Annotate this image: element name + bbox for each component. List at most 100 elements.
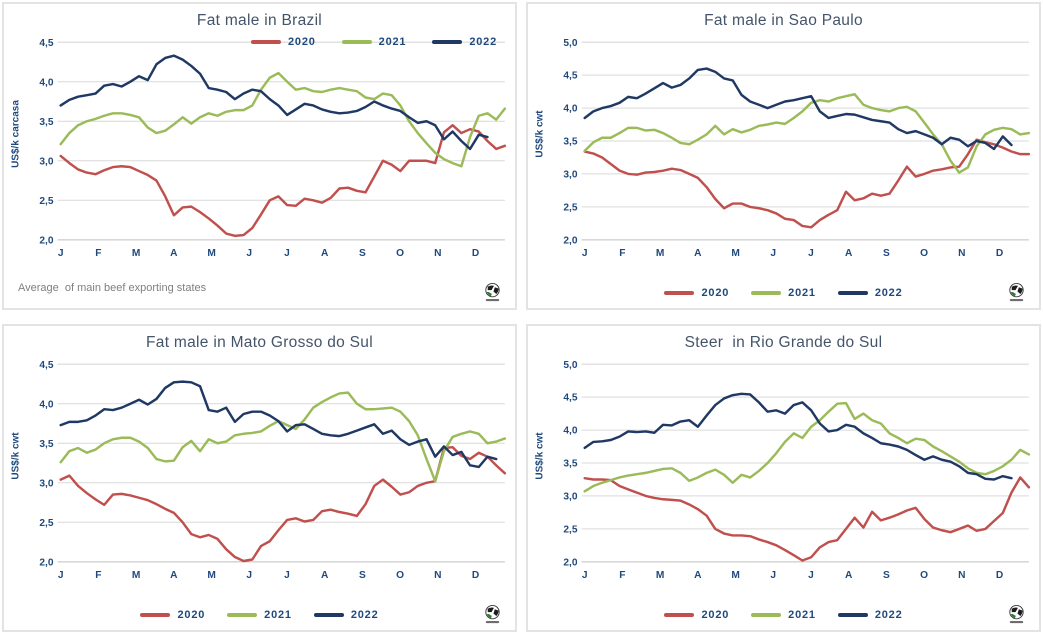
svg-text:J: J bbox=[284, 248, 290, 259]
legend-line-swatch-icon bbox=[837, 613, 868, 617]
svg-text:O: O bbox=[920, 248, 928, 259]
svg-text:2,5: 2,5 bbox=[39, 196, 53, 207]
legend-label: 2020 bbox=[177, 609, 206, 621]
svg-text:D: D bbox=[996, 570, 1003, 581]
svg-text:5,0: 5,0 bbox=[563, 38, 577, 49]
legend-item-2022: 2022 bbox=[313, 609, 379, 621]
svg-text:A: A bbox=[321, 570, 329, 581]
legend-item-2020: 2020 bbox=[664, 287, 729, 299]
plot-area: 5,0 4,5 4,0 3,5 3,0 2,5 2,0 J F M A M J J A S O N D bbox=[548, 354, 1035, 586]
legend-item-2021: 2021 bbox=[227, 609, 292, 621]
legend-line-swatch-icon bbox=[751, 291, 782, 295]
legend-line-swatch-icon bbox=[432, 40, 463, 44]
legend-label: 2020 bbox=[701, 609, 730, 621]
legend-line-swatch-icon bbox=[140, 613, 171, 617]
chart-title: Fat male in Brazil bbox=[196, 12, 323, 29]
svg-text:F: F bbox=[95, 570, 101, 581]
svg-text:J: J bbox=[582, 248, 588, 259]
globe-logo bbox=[485, 604, 500, 624]
svg-text:O: O bbox=[396, 570, 404, 581]
legend-line-swatch-icon bbox=[341, 40, 372, 44]
chart-panel-rio-grande: Steer in Rio Grande do Sul US$/k cwt 5,0… bbox=[526, 324, 1041, 632]
legend-line-swatch-icon bbox=[250, 40, 281, 44]
svg-text:A: A bbox=[694, 570, 702, 581]
svg-text:J: J bbox=[284, 570, 290, 581]
chart-title: Fat male in Sao Paulo bbox=[704, 12, 863, 29]
svg-text:J: J bbox=[770, 570, 776, 581]
svg-text:A: A bbox=[170, 248, 178, 259]
svg-text:M: M bbox=[207, 248, 215, 259]
legend-line-swatch-icon bbox=[227, 613, 258, 617]
legend-item-2021: 2021 bbox=[751, 287, 816, 299]
svg-text:2,5: 2,5 bbox=[563, 202, 577, 213]
svg-text:D: D bbox=[996, 248, 1003, 259]
svg-text:4,0: 4,0 bbox=[39, 77, 53, 88]
svg-text:2,5: 2,5 bbox=[563, 524, 577, 535]
chart-panel-brazil: Fat male in Brazil US$/k carcasa 4,5 4,0 3… bbox=[2, 2, 517, 310]
legend-item-2021: 2021 bbox=[751, 609, 816, 621]
svg-text:M: M bbox=[132, 248, 140, 259]
globe-logo bbox=[1009, 282, 1024, 302]
chart-title: Steer in Rio Grande do Sul bbox=[684, 334, 883, 351]
legend-item-2020: 2020 bbox=[140, 609, 205, 621]
legend-label: 2022 bbox=[874, 287, 903, 299]
svg-text:M: M bbox=[656, 248, 664, 259]
svg-text:S: S bbox=[359, 248, 366, 259]
plot-area: 4,5 4,0 3,5 3,0 2,5 2,0 J F M A M J J A S O N D bbox=[24, 354, 511, 586]
chart-footer: 2020 2021 2022 bbox=[528, 600, 1039, 630]
svg-text:A: A bbox=[694, 248, 702, 259]
chart-canvas-sao-paulo: 5,0 4,5 4,0 3,5 3,0 2,5 2,0 J F M A M J J A S O N D bbox=[563, 38, 1031, 259]
svg-text:2,5: 2,5 bbox=[39, 518, 53, 529]
svg-text:4,0: 4,0 bbox=[563, 426, 577, 437]
svg-text:M: M bbox=[731, 570, 739, 581]
chart-area: US$/k carcasa 4,5 4,0 3,5 3,0 2,5 2,0 J F M A M J J A… bbox=[4, 30, 515, 264]
svg-text:O: O bbox=[920, 570, 928, 581]
chart-panel-sao-paulo: Fat male in Sao Paulo US$/k cwt 5,0 4,5 4,… bbox=[526, 2, 1041, 310]
svg-text:2,0: 2,0 bbox=[39, 557, 53, 568]
svg-text:3,0: 3,0 bbox=[39, 478, 53, 489]
chart-footer: 2020 2021 2022 bbox=[4, 600, 515, 630]
svg-text:M: M bbox=[656, 570, 664, 581]
chart-legend: 2020 2021 2022 bbox=[664, 609, 902, 621]
y-axis-label: US$/k cwt bbox=[10, 432, 22, 480]
svg-text:J: J bbox=[246, 248, 252, 259]
chart-area: US$/k cwt 4,5 4,0 3,5 3,0 2,5 2,0 J F M A M J J A S O N D bbox=[4, 352, 515, 586]
legend-label: 2020 bbox=[701, 287, 730, 299]
footnote: Average of main beef exporting states bbox=[18, 282, 207, 294]
svg-text:A: A bbox=[321, 248, 329, 259]
chart-footer: Average of main beef exporting states bbox=[4, 278, 515, 308]
globe-logo bbox=[1009, 604, 1024, 624]
chart-legend: 2020 2021 2022 bbox=[140, 609, 378, 621]
chart-panel-mato-grosso: Fat male in Mato Grosso do Sul US$/k cwt… bbox=[2, 324, 517, 632]
legend-label: 2022 bbox=[350, 609, 379, 621]
svg-text:3,0: 3,0 bbox=[563, 491, 577, 502]
chart-legend: 2020 2021 2022 bbox=[250, 36, 497, 48]
svg-text:3,0: 3,0 bbox=[563, 169, 577, 180]
svg-text:D: D bbox=[472, 248, 479, 259]
plot-area: 5,0 4,5 4,0 3,5 3,0 2,5 2,0 J F M A M J J A S O N D bbox=[548, 32, 1035, 264]
chart-footer: 2020 2021 2022 bbox=[528, 278, 1039, 308]
svg-text:M: M bbox=[132, 570, 140, 581]
svg-text:3,5: 3,5 bbox=[39, 439, 53, 450]
chart-canvas-brazil: 4,5 4,0 3,5 3,0 2,5 2,0 J F M A M J J A S O N D bbox=[39, 38, 507, 259]
legend-label: 2022 bbox=[874, 609, 903, 621]
svg-text:N: N bbox=[958, 570, 965, 581]
svg-text:J: J bbox=[58, 570, 64, 581]
svg-text:A: A bbox=[170, 570, 178, 581]
legend-label: 2021 bbox=[378, 36, 407, 48]
legend-line-swatch-icon bbox=[664, 613, 695, 617]
svg-text:A: A bbox=[845, 248, 853, 259]
svg-text:4,5: 4,5 bbox=[563, 71, 577, 82]
svg-text:J: J bbox=[58, 248, 64, 259]
svg-text:J: J bbox=[582, 570, 588, 581]
svg-text:O: O bbox=[396, 248, 404, 259]
svg-text:J: J bbox=[808, 248, 814, 259]
svg-text:F: F bbox=[619, 570, 625, 581]
plot-area: 4,5 4,0 3,5 3,0 2,5 2,0 J F M A M J J A S O N D bbox=[24, 32, 511, 264]
y-axis-label: US$/k cwt bbox=[534, 110, 546, 158]
chart-area: US$/k cwt 5,0 4,5 4,0 3,5 3,0 2,5 2,0 J F M A M J J A S… bbox=[528, 352, 1039, 586]
svg-text:2,0: 2,0 bbox=[563, 557, 577, 568]
svg-text:J: J bbox=[770, 248, 776, 259]
chart-canvas-mato-grosso: 4,5 4,0 3,5 3,0 2,5 2,0 J F M A M J J A S O N D bbox=[39, 360, 507, 581]
